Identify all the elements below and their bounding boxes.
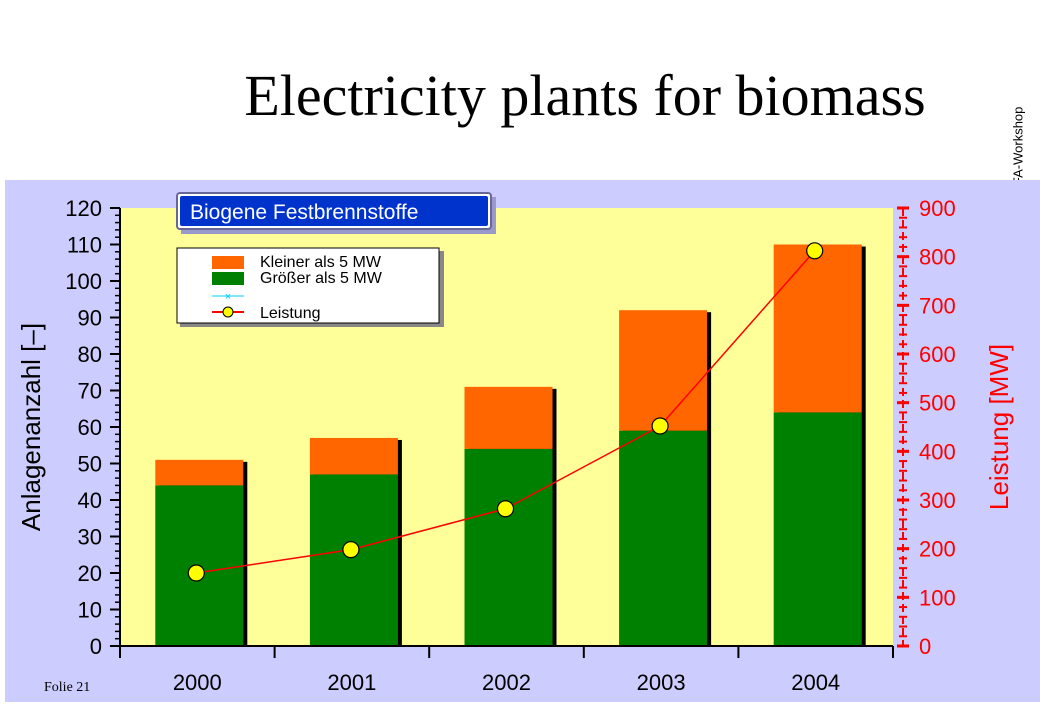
chart-title-fill (180, 196, 488, 226)
left-axis-ticks: 0 10 20 30 40 50 60 70 80 90 100 110 120 (65, 196, 120, 659)
slide-title: Electricity plants for biomass (244, 63, 926, 128)
x-tick-label: 2002 (482, 670, 531, 695)
y-tick-label: 20 (78, 561, 102, 586)
y-tick-label: 100 (65, 269, 102, 294)
x-axis-ticks: 2000 2001 2002 2003 2004 (119, 646, 894, 695)
y-tick-label: 110 (67, 233, 102, 258)
y2-tick-label: 900 (919, 196, 956, 221)
y2-tick-label: 100 (919, 585, 956, 610)
y2-tick-label: 600 (919, 342, 956, 367)
line-point-2004 (806, 242, 824, 260)
y-tick-label: 30 (78, 525, 102, 550)
x-tick-label: 2004 (791, 670, 840, 695)
legend-swatch-large (212, 272, 244, 285)
legend-swatch-small (212, 256, 244, 269)
y2-tick-label: 800 (919, 245, 956, 270)
y-tick-label: 10 (78, 598, 102, 623)
line-point-2002 (496, 500, 515, 518)
y2-tick-label: 700 (919, 293, 956, 318)
bar-small-2003 (619, 310, 708, 431)
y2-tick-label: 200 (919, 537, 956, 562)
legend-marker-empty: × (225, 291, 231, 303)
y-tick-label: 90 (78, 306, 102, 331)
x-tick-label: 2001 (327, 670, 376, 695)
y-axis-label: Anlagenanzahl [–] (16, 323, 46, 531)
legend-label-leistung: Leistung (260, 305, 321, 322)
y-tick-label: 50 (78, 452, 102, 477)
bar-large-2002 (464, 448, 553, 646)
y2-tick-label: 0 (919, 634, 931, 659)
y-tick-label: 80 (78, 342, 102, 367)
bar-small-2004 (773, 244, 862, 413)
slide-number: Folie 21 (44, 680, 91, 695)
line-point-2003 (651, 417, 669, 435)
bar-large-2001 (309, 474, 398, 646)
bar-small-2001 (309, 437, 398, 475)
chart-title: Biogene Festbrennstoffe (190, 201, 418, 224)
y2-axis-label: Leistung [MW] (984, 344, 1014, 510)
right-axis-ticks: 0 100 200 300 400 500 600 700 800 900 (897, 196, 956, 659)
y-tick-label: 60 (78, 415, 102, 440)
x-tick-label: 2003 (637, 670, 686, 695)
legend-marker-leistung (222, 306, 234, 318)
line-group (187, 242, 824, 582)
bars-group (155, 244, 866, 646)
bar-large-2003 (619, 430, 708, 646)
y-tick-label: 40 (78, 488, 102, 513)
y-tick-label: 0 (90, 634, 102, 659)
bar-small-2002 (464, 386, 553, 449)
line-point-2001 (342, 541, 360, 559)
y2-tick-label: 300 (919, 488, 956, 513)
y2-tick-label: 500 (919, 391, 956, 416)
legend-label-large: Größer als 5 MW (260, 270, 383, 287)
x-tick-label: 2000 (173, 670, 222, 695)
line-point-2000 (187, 564, 205, 582)
legend-label-small: Kleiner als 5 MW (260, 254, 382, 271)
bar-small-2000 (155, 459, 244, 486)
y-tick-label: 120 (65, 196, 102, 221)
y-tick-label: 70 (78, 379, 102, 404)
y2-tick-label: 400 (919, 439, 956, 464)
bar-large-2004 (773, 412, 862, 646)
